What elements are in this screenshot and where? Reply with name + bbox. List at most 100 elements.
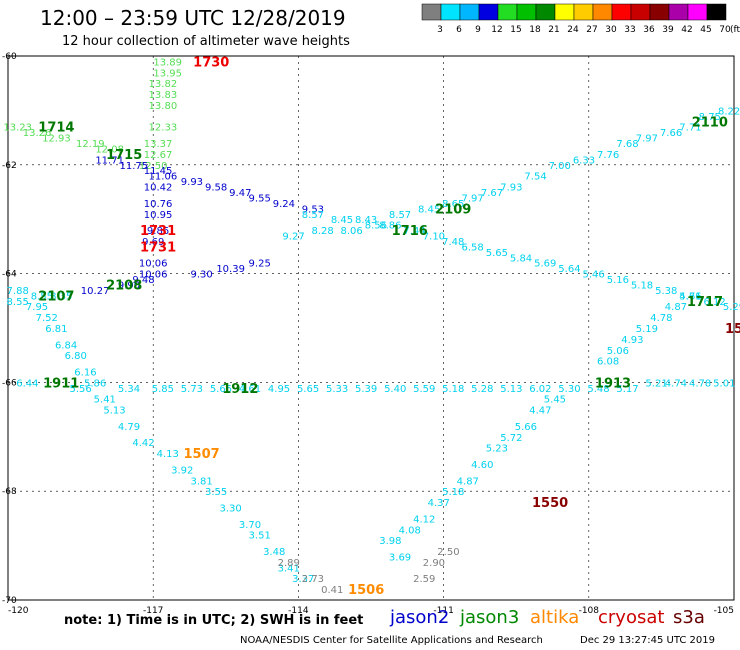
- legend-label: 36: [643, 25, 655, 35]
- swh-value-label: 5.41: [94, 395, 116, 406]
- legend-label: 70: [719, 25, 731, 35]
- lon-tick-label: -111: [433, 606, 453, 616]
- legend-swatch: [497, 3, 518, 21]
- swh-value-label: 10.27: [81, 286, 110, 297]
- swh-value-label: 5.40: [384, 384, 406, 395]
- swh-value-label: 7.44: [403, 226, 425, 237]
- pass-time-label: 2107: [38, 289, 74, 304]
- legend-swatch: [706, 3, 727, 21]
- swh-value-label: 5.38: [655, 286, 677, 297]
- swh-value-label: 8.57: [302, 210, 324, 221]
- swh-value-label: 5.73: [181, 384, 203, 395]
- legend-label: 12: [491, 25, 502, 35]
- swh-value-label: 4.87: [457, 476, 479, 487]
- swh-value-label: 6.80: [65, 351, 87, 362]
- swh-value-label: 10.95: [144, 210, 173, 221]
- swh-value-label: 8.06: [341, 226, 363, 237]
- swh-value-label: 5.30: [558, 384, 580, 395]
- swh-value-label: 7.48: [442, 237, 464, 248]
- legend-swatch: [687, 3, 708, 21]
- legend-swatch: [440, 3, 461, 21]
- swh-value-label: 4.78: [650, 313, 672, 324]
- swh-value-label: 4.61: [239, 384, 261, 395]
- legend-swatch: [611, 3, 632, 21]
- swh-value-label: 5.65: [297, 384, 319, 395]
- swh-value-label: 12.67: [144, 150, 173, 161]
- swh-value-label: 6.16: [74, 368, 96, 379]
- swh-value-label: 3.51: [249, 531, 271, 542]
- lon-tick-label: -105: [714, 606, 734, 616]
- swh-value-label: 8.45: [418, 204, 440, 215]
- swh-value-label: 12.93: [42, 134, 71, 145]
- legend-swatch: [478, 3, 499, 21]
- swh-value-label: 3.92: [171, 465, 193, 476]
- swh-value-label: 4.93: [621, 335, 643, 346]
- swh-value-label: 7.95: [26, 302, 48, 313]
- swh-value-label: 4.66: [679, 291, 701, 302]
- map-frame: [7, 55, 735, 601]
- swh-value-label: 3.98: [379, 536, 401, 547]
- legend-unit: (ft): [730, 25, 740, 35]
- lat-tick-label: -62: [2, 161, 17, 171]
- swh-value-label: 8.56: [365, 221, 387, 232]
- swh-value-label: 9.86: [147, 226, 169, 237]
- swh-value-label: 5.84: [510, 253, 532, 264]
- swh-value-label: 2.89: [278, 558, 300, 569]
- legend-label: 15: [510, 25, 521, 35]
- swh-value-label: 7.00: [549, 161, 571, 172]
- legend-swatch: [516, 3, 537, 21]
- legend-label: 39: [662, 25, 674, 35]
- swh-value-label: 8.55: [31, 291, 53, 302]
- swh-value-label: 6.08: [597, 357, 619, 368]
- legend-label: 6: [456, 25, 462, 35]
- swh-value-label: 5.29: [723, 302, 740, 313]
- pass-time-label: 1716: [392, 224, 428, 239]
- lon-tick-label: -120: [8, 606, 29, 616]
- pass-time-label: 1731: [140, 224, 176, 239]
- legend-swatch: [573, 3, 594, 21]
- swh-value-label: 8.65: [442, 199, 464, 210]
- swh-value-label: 5.69: [534, 259, 556, 270]
- lon-tick-label: -108: [579, 606, 600, 616]
- swh-value-label: 7.68: [616, 139, 638, 150]
- swh-value-label: 2.90: [423, 558, 445, 569]
- legend-swatch: [421, 3, 442, 21]
- swh-value-label: 10.39: [216, 264, 245, 275]
- swh-value-label: 9.27: [282, 232, 304, 243]
- swh-value-label: 5.65: [210, 384, 232, 395]
- sat-jason3: jason3: [460, 607, 520, 628]
- swh-value-label: 5.65: [486, 248, 508, 259]
- swh-value-label: 5.56: [69, 384, 91, 395]
- swh-value-label: 13.23: [3, 123, 32, 134]
- swh-value-label: 5.64: [558, 264, 580, 275]
- swh-value-label: 4.42: [132, 438, 154, 449]
- swh-value-label: 5.72: [500, 433, 522, 444]
- legend-label: 45: [700, 25, 711, 35]
- swh-value-label: 9.48: [132, 275, 154, 286]
- swh-value-label: 4.60: [471, 460, 493, 471]
- swh-value-label: 7.97: [636, 134, 658, 145]
- swh-value-label: 7.76: [597, 150, 619, 161]
- swh-value-label: 10.76: [144, 199, 173, 210]
- swh-value-label: 2.50: [437, 547, 459, 558]
- legend-label: 30: [605, 25, 617, 35]
- swh-value-label: 5.13: [500, 384, 522, 395]
- swh-value-label: 8.55: [7, 297, 29, 308]
- legend-label: 42: [681, 25, 692, 35]
- swh-value-label: 11.06: [149, 172, 178, 183]
- swh-value-label: 9.90: [118, 280, 140, 291]
- swh-value-label: 9.69: [142, 237, 164, 248]
- swh-value-label: 13.82: [149, 79, 178, 90]
- swh-value-label: 0.41: [321, 585, 343, 596]
- swh-value-label: 8.86: [379, 221, 401, 232]
- pass-time-label: 1730: [193, 55, 229, 70]
- swh-value-label: 5.06: [607, 346, 629, 357]
- swh-value-label: 4.95: [268, 384, 290, 395]
- swh-value-label: 6.12: [704, 297, 726, 308]
- swh-value-label: 8.28: [311, 226, 333, 237]
- pass-time-label: 1550: [532, 496, 568, 511]
- pass-time-label: 1912: [222, 382, 258, 397]
- swh-value-label: 7.93: [500, 183, 522, 194]
- swh-value-label: 3.41: [278, 563, 300, 574]
- swh-value-label: 7.10: [423, 232, 445, 243]
